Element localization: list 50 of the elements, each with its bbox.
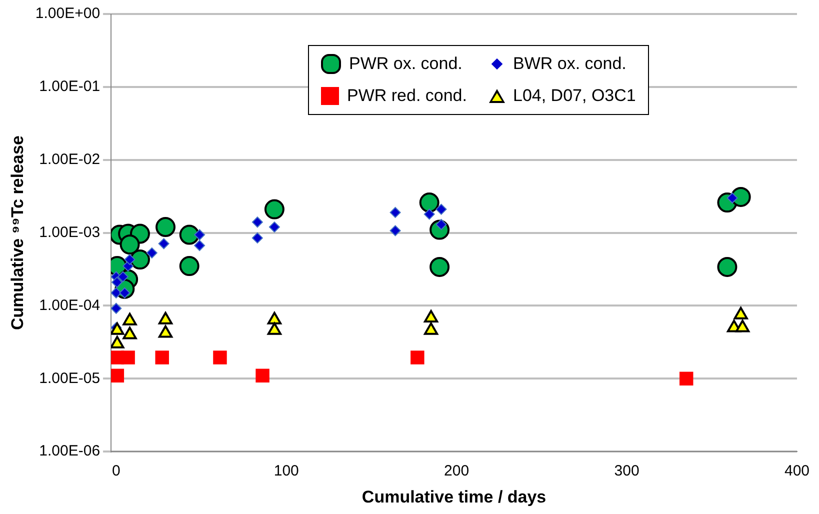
point: [179, 256, 200, 276]
x-tick-label: 100: [274, 462, 299, 480]
legend-label: BWR ox. cond.: [513, 54, 626, 74]
y-tick-label: 1.00E-03: [39, 224, 100, 241]
point: [424, 208, 435, 220]
y-tick-label: 1.00E-06: [39, 442, 100, 460]
point: [112, 276, 122, 288]
point: [213, 350, 227, 364]
point: [124, 254, 136, 266]
y-tick-label: 1.00E-01: [39, 78, 100, 96]
point: [436, 204, 447, 215]
x-tick-label: 400: [784, 462, 810, 480]
point: [264, 199, 284, 220]
point: [194, 240, 206, 251]
y-axis-title: Cumulative ⁹⁹Tc release: [8, 136, 27, 330]
legend-label: PWR red. cond.: [347, 86, 467, 106]
point: [390, 225, 401, 236]
legend-label: L04, D07, O3C1: [513, 86, 636, 106]
point: [111, 368, 124, 383]
point: [256, 368, 270, 383]
point: [121, 350, 135, 364]
point: [155, 350, 169, 364]
point: [390, 206, 401, 218]
point: [268, 222, 280, 233]
y-tick-label: 1.00E-02: [39, 151, 100, 168]
point: [419, 192, 440, 213]
point: [111, 287, 122, 298]
y-tick-label: 1.00E-05: [39, 370, 100, 387]
point: [120, 234, 140, 255]
y-tick-label: 1.00E-04: [39, 296, 100, 314]
point: [179, 224, 200, 245]
x-tick-label: 300: [614, 462, 640, 480]
x-tick-label: 200: [444, 462, 470, 480]
y-tick-label: 1.00E+00: [35, 5, 100, 22]
point: [117, 271, 128, 282]
x-tick-label: 0: [112, 462, 120, 480]
point: [130, 250, 150, 270]
point: [158, 238, 170, 250]
point: [717, 256, 738, 277]
point: [252, 216, 263, 228]
legend-label: PWR ox. cond.: [349, 54, 462, 74]
point: [430, 256, 450, 277]
point: [252, 232, 263, 244]
x-axis-title: Cumulative time / days: [362, 487, 546, 506]
point: [146, 247, 158, 258]
point: [680, 372, 694, 386]
point: [156, 217, 176, 238]
point: [410, 350, 424, 364]
point: [194, 229, 206, 240]
point: [111, 302, 122, 314]
